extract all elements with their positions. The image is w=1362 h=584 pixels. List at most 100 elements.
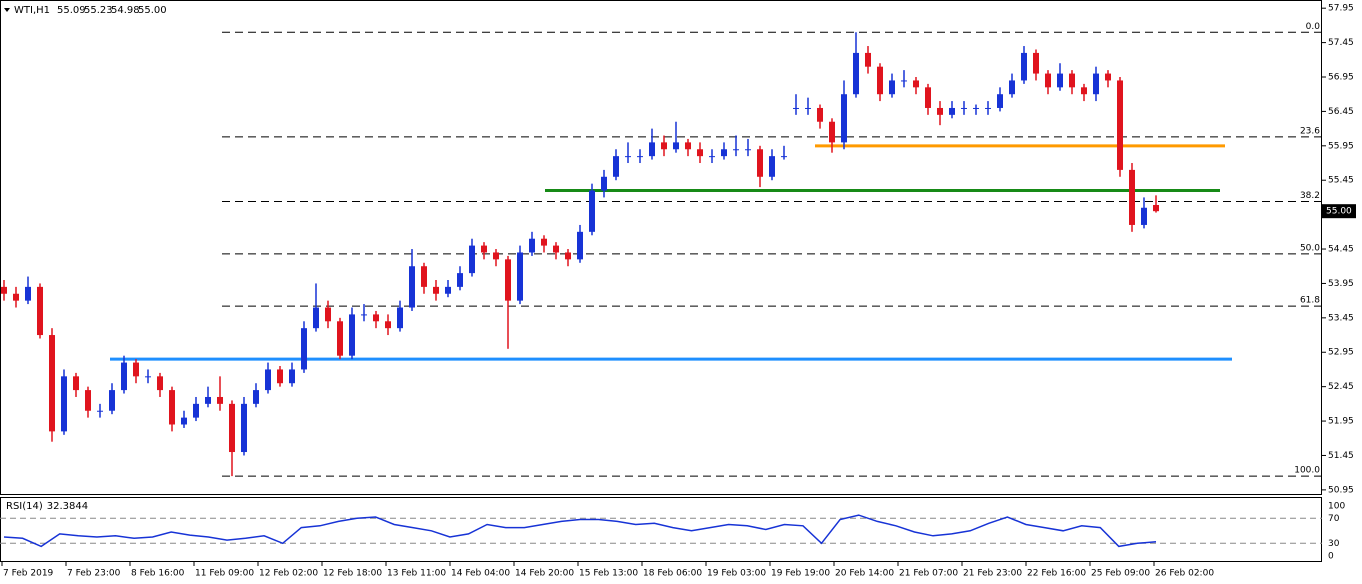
rsi-tick-label: 0	[1328, 552, 1334, 562]
fib-label: 23.6	[1300, 126, 1320, 136]
candle-body	[433, 286, 439, 294]
candle-body	[781, 156, 787, 158]
candle-body	[1069, 73, 1075, 88]
candle-body	[169, 390, 175, 425]
fib-label: 38.2	[1300, 191, 1320, 201]
fib-label: 0.0	[1306, 22, 1321, 32]
y-tick-label: 56.95	[1328, 73, 1354, 83]
candle-body	[913, 80, 919, 88]
candle-body	[445, 286, 451, 294]
candle-body	[289, 369, 295, 384]
candle-body	[229, 403, 235, 453]
candle-body	[397, 307, 403, 329]
candle-body	[745, 149, 751, 151]
x-tick-label: 8 Feb 16:00	[131, 569, 185, 579]
candle-body	[1081, 87, 1087, 95]
candle-body	[325, 307, 331, 322]
x-tick-label: 18 Feb 06:00	[643, 569, 702, 579]
high: 55.23	[84, 5, 113, 16]
candle-body	[313, 307, 319, 329]
candle-body	[217, 396, 223, 404]
candle-body	[109, 390, 115, 411]
candle-body	[769, 156, 775, 177]
candle-body	[565, 252, 571, 260]
fib-label: 100.0	[1294, 466, 1320, 476]
candle-body	[385, 321, 391, 329]
candle-body	[529, 238, 535, 253]
x-tick-label: 12 Feb 02:00	[259, 569, 318, 579]
candle-body	[133, 362, 139, 377]
candle-body	[265, 369, 271, 391]
rsi-tick-label: 30	[1328, 539, 1340, 549]
candle-body	[901, 80, 907, 82]
candle-body	[949, 107, 955, 115]
collapse-icon	[4, 8, 10, 12]
x-tick-label: 7 Feb 23:00	[67, 569, 121, 579]
open: 55.09	[57, 5, 86, 16]
candle-body	[49, 335, 55, 432]
candle-body	[301, 328, 307, 370]
x-tick-label: 19 Feb 03:00	[707, 569, 766, 579]
candle-body	[973, 107, 979, 109]
candle-body	[469, 245, 475, 274]
candle-body	[709, 156, 715, 158]
candle-body	[481, 245, 487, 253]
x-tick-label: 25 Feb 09:00	[1091, 569, 1150, 579]
candle-body	[25, 286, 31, 301]
candle-body	[541, 238, 547, 246]
fib-label: 50.0	[1300, 243, 1320, 253]
candle-body	[1105, 73, 1111, 81]
candle-body	[733, 149, 739, 151]
symbol: WTI,H1	[14, 5, 50, 16]
candle-body	[721, 149, 727, 157]
candle-body	[505, 259, 511, 301]
candle-body	[889, 80, 895, 95]
x-tick-label: 22 Feb 16:00	[1027, 569, 1086, 579]
rsi-panel	[0, 497, 1322, 562]
candle-body	[241, 403, 247, 453]
candle-body	[1117, 80, 1123, 170]
candle-body	[589, 190, 595, 232]
x-tick-label: 19 Feb 19:00	[771, 569, 830, 579]
candle-body	[361, 314, 367, 316]
fib-label: 61.8	[1300, 296, 1320, 306]
candle-body	[757, 149, 763, 177]
candle-body	[985, 107, 991, 109]
candle-body	[937, 107, 943, 115]
price-box	[1322, 204, 1356, 219]
candle-body	[1153, 204, 1159, 212]
candle-body	[457, 273, 463, 287]
x-tick-label: 12 Feb 18:00	[323, 569, 382, 579]
candle-body	[577, 231, 583, 260]
candle-body	[697, 149, 703, 157]
candle-body	[157, 376, 163, 391]
header: WTI,H1 55.09 55.23 54.98 55.00 RSI(14)	[4, 5, 167, 512]
candle-body	[1021, 52, 1027, 81]
y-tick-label: 50.95	[1328, 485, 1354, 495]
candle-body	[61, 376, 67, 432]
candle-body	[817, 107, 823, 122]
low: 54.98	[111, 5, 140, 16]
candle-body	[865, 52, 871, 67]
candle-body	[625, 156, 631, 158]
candle-body	[1, 286, 7, 294]
rsi-line	[3, 514, 1157, 548]
x-tick-label: 14 Feb 04:00	[451, 569, 510, 579]
candle-body	[805, 107, 811, 109]
candle-body	[73, 376, 79, 391]
y-tick-label: 55.95	[1328, 141, 1354, 151]
y-tick-label: 51.95	[1328, 417, 1354, 427]
candle-body	[1009, 80, 1015, 95]
candle-body	[1141, 207, 1147, 225]
candle-body	[205, 396, 211, 404]
y-tick-label: 53.45	[1328, 313, 1354, 323]
candle-body	[1093, 73, 1099, 95]
x-tick-label: 11 Feb 09:00	[195, 569, 254, 579]
candle-body	[1057, 73, 1063, 88]
candle-body	[421, 266, 427, 287]
candle-body	[253, 390, 259, 404]
x-tick-label: 26 Feb 02:00	[1155, 569, 1214, 579]
y-tick-label: 53.95	[1328, 279, 1354, 289]
candle-body	[673, 142, 679, 150]
candle-body	[1045, 73, 1051, 88]
